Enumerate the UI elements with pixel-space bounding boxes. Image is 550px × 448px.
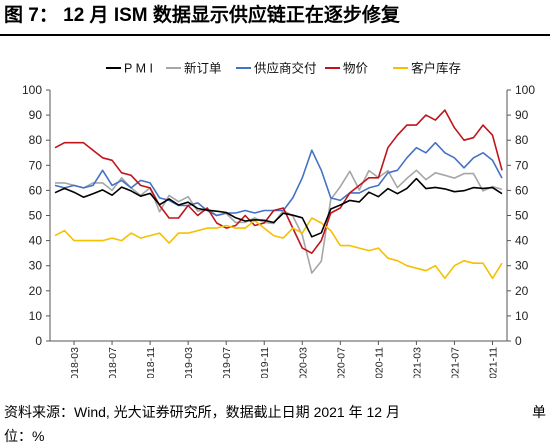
y-tick-label-left: 30 [29, 259, 43, 273]
series-line-0 [54, 177, 503, 238]
x-tick-label: 2019-03 [183, 347, 195, 378]
y-tick-label-left: 10 [29, 309, 43, 323]
x-tick-label: 2021-07 [449, 347, 461, 378]
y-tick-label-right: 80 [515, 133, 529, 147]
y-tick-label-right: 50 [515, 209, 529, 223]
y-tick-label-left: 100 [22, 83, 42, 97]
x-tick-label: 2018-07 [107, 347, 119, 378]
legend-label-0: P M I [124, 62, 153, 76]
series-line-1 [55, 169, 503, 274]
title-rule [0, 34, 550, 36]
legend: P M I 新订单 供应商交付 物价 客户库存 [106, 61, 461, 76]
y-tick-label-left: 50 [29, 209, 43, 223]
legend-label-2: 供应商交付 [254, 61, 317, 76]
series-lines [54, 109, 503, 280]
y-tick-label-right: 20 [515, 284, 529, 298]
y-tick-label-left: 20 [29, 284, 43, 298]
y-tick-label-left: 60 [29, 183, 43, 197]
series-line-4 [54, 217, 503, 280]
y-tick-label-right: 60 [515, 183, 529, 197]
x-tick-label: 2020-07 [335, 347, 347, 378]
x-tick-label: 2020-03 [297, 347, 309, 378]
x-tick-label: 2019-11 [259, 347, 271, 378]
y-tick-label-left: 90 [29, 108, 43, 122]
x-tick-label: 2021-03 [411, 347, 423, 378]
y-tick-label-left: 0 [35, 334, 42, 348]
legend-label-3: 物价 [343, 62, 369, 76]
x-tick-label: 2018-11 [145, 347, 157, 378]
x-tick-label: 2019-07 [221, 347, 233, 378]
legend-label-1: 新订单 [184, 61, 222, 76]
y-tick-label-left: 40 [29, 234, 43, 248]
axes: 0 0 10 10 20 20 30 30 40 40 50 50 60 60 70 70 80 80 90 90 10… [22, 83, 535, 378]
y-tick-label-right: 30 [515, 259, 529, 273]
figure-title: 图 7： 12 月 ISM 数据显示供应链正在逐步修复 [4, 5, 400, 26]
x-tick-label: 2020-11 [373, 347, 385, 378]
y-tick-label-right: 90 [515, 108, 529, 122]
y-tick-label-right: 100 [515, 83, 535, 97]
series-line-2 [54, 141, 503, 217]
y-tick-label-left: 80 [29, 133, 43, 147]
y-tick-label-right: 70 [515, 158, 529, 172]
series-line-3 [54, 109, 503, 254]
source-unit-line: 位：% [4, 428, 45, 444]
source-unit-start: 单 [532, 404, 546, 420]
line-chart: P M I 新订单 供应商交付 物价 客户库存 0 0 10 10 20 20 30 30 40 40 50… [22, 61, 535, 379]
y-tick-label-left: 70 [29, 158, 43, 172]
y-tick-label-right: 40 [515, 234, 529, 248]
y-tick-label-right: 0 [515, 334, 522, 348]
x-tick-label: 2021-11 [487, 347, 499, 378]
y-tick-label-right: 10 [515, 309, 529, 323]
legend-label-4: 客户库存 [411, 61, 461, 76]
source-text: 资料来源：Wind, 光大证券研究所，数据截止日期 2021 年 12 月 [4, 404, 400, 420]
source-note: 资料来源：Wind, 光大证券研究所，数据截止日期 2021 年 12 月 单 … [4, 400, 546, 448]
x-tick-label: 2018-03 [69, 347, 81, 378]
